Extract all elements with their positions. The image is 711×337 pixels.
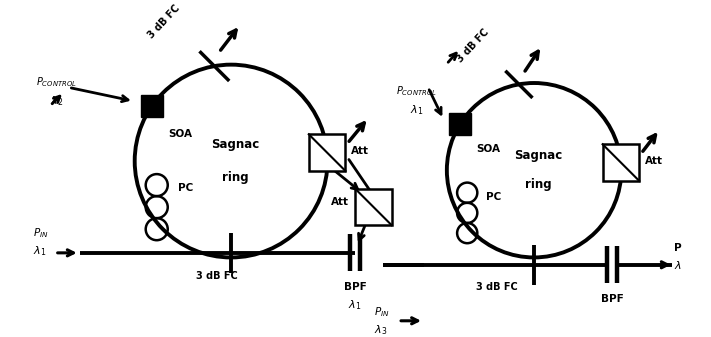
Text: PC: PC: [486, 192, 502, 202]
Polygon shape: [449, 113, 471, 135]
Text: Att: Att: [645, 156, 663, 166]
Text: Att: Att: [331, 197, 348, 207]
Bar: [603, 144, 639, 181]
Bar: [309, 134, 346, 171]
Text: $\lambda_1$: $\lambda_1$: [410, 103, 423, 117]
Text: $P_{IN}$: $P_{IN}$: [33, 226, 48, 240]
Text: $\lambda_3$: $\lambda_3$: [374, 324, 387, 337]
Text: 3 dB FC: 3 dB FC: [476, 282, 518, 293]
Text: BPF: BPF: [343, 282, 366, 292]
Text: Sagnac: Sagnac: [212, 138, 260, 151]
Text: Sagnac: Sagnac: [515, 149, 563, 162]
Text: ring: ring: [223, 171, 249, 184]
Text: PC: PC: [178, 183, 193, 193]
Text: SOA: SOA: [476, 144, 501, 154]
Text: $\lambda_1$: $\lambda_1$: [348, 298, 362, 312]
Text: $\lambda_2$: $\lambda_2$: [50, 94, 63, 108]
Polygon shape: [141, 95, 163, 117]
Text: 3 dB FC: 3 dB FC: [455, 27, 491, 64]
Text: $\lambda$: $\lambda$: [673, 259, 682, 271]
Text: SOA: SOA: [169, 129, 193, 139]
Text: Att: Att: [351, 146, 369, 156]
Bar: [355, 189, 392, 225]
Text: $\lambda_1$: $\lambda_1$: [33, 245, 46, 258]
Text: BPF: BPF: [601, 294, 624, 304]
Text: 3 dB FC: 3 dB FC: [196, 271, 238, 281]
Text: $P_{IN}$: $P_{IN}$: [374, 305, 390, 319]
Text: ring: ring: [525, 178, 552, 191]
Text: P: P: [673, 243, 681, 253]
Text: 3 dB FC: 3 dB FC: [146, 3, 182, 40]
Text: $P_{CONTROL}$: $P_{CONTROL}$: [396, 85, 437, 98]
Text: $P_{CONTROL}$: $P_{CONTROL}$: [36, 75, 77, 89]
